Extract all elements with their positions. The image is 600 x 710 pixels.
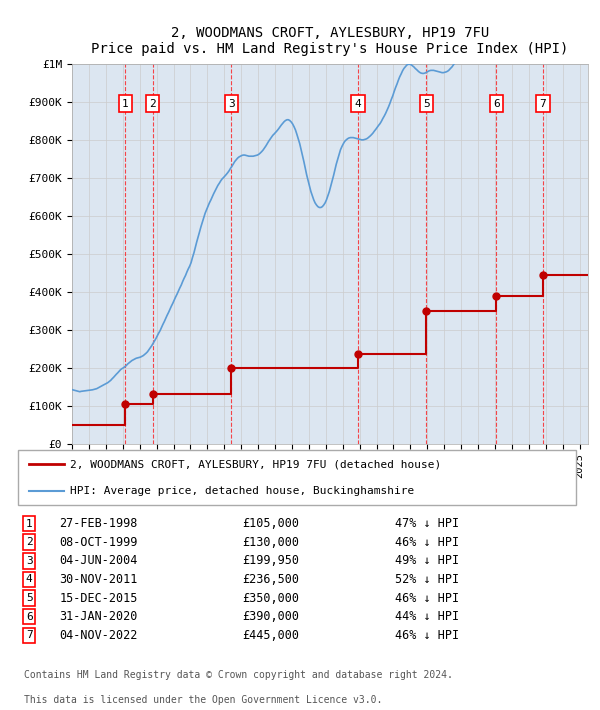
Text: 31-JAN-2020: 31-JAN-2020 xyxy=(59,610,137,623)
Text: 49% ↓ HPI: 49% ↓ HPI xyxy=(395,555,459,567)
Text: 3: 3 xyxy=(26,556,32,566)
Text: 1: 1 xyxy=(26,518,32,528)
Text: 15-DEC-2015: 15-DEC-2015 xyxy=(59,591,137,604)
FancyBboxPatch shape xyxy=(18,450,577,505)
Text: £130,000: £130,000 xyxy=(242,535,300,549)
Text: 2: 2 xyxy=(149,99,156,109)
Text: £105,000: £105,000 xyxy=(242,517,300,530)
Text: £445,000: £445,000 xyxy=(242,629,300,642)
Text: HPI: Average price, detached house, Buckinghamshire: HPI: Average price, detached house, Buck… xyxy=(70,486,414,496)
Text: 3: 3 xyxy=(228,99,235,109)
Text: 46% ↓ HPI: 46% ↓ HPI xyxy=(395,591,459,604)
Text: 08-OCT-1999: 08-OCT-1999 xyxy=(59,535,137,549)
Text: £350,000: £350,000 xyxy=(242,591,300,604)
Text: £236,500: £236,500 xyxy=(242,573,300,586)
Text: 04-NOV-2022: 04-NOV-2022 xyxy=(59,629,137,642)
Text: 52% ↓ HPI: 52% ↓ HPI xyxy=(395,573,459,586)
Text: 6: 6 xyxy=(26,612,32,622)
Text: 5: 5 xyxy=(26,593,32,603)
Text: 27-FEB-1998: 27-FEB-1998 xyxy=(59,517,137,530)
Text: 7: 7 xyxy=(26,630,32,640)
Text: 30-NOV-2011: 30-NOV-2011 xyxy=(59,573,137,586)
Title: 2, WOODMANS CROFT, AYLESBURY, HP19 7FU
Price paid vs. HM Land Registry's House P: 2, WOODMANS CROFT, AYLESBURY, HP19 7FU P… xyxy=(91,26,569,56)
Text: £199,950: £199,950 xyxy=(242,555,300,567)
Text: 46% ↓ HPI: 46% ↓ HPI xyxy=(395,535,459,549)
Text: 2, WOODMANS CROFT, AYLESBURY, HP19 7FU (detached house): 2, WOODMANS CROFT, AYLESBURY, HP19 7FU (… xyxy=(70,459,441,469)
Text: 6: 6 xyxy=(493,99,500,109)
Text: 7: 7 xyxy=(539,99,547,109)
Text: 44% ↓ HPI: 44% ↓ HPI xyxy=(395,610,459,623)
Text: 4: 4 xyxy=(26,574,32,584)
Text: 5: 5 xyxy=(423,99,430,109)
Text: 47% ↓ HPI: 47% ↓ HPI xyxy=(395,517,459,530)
Text: 2: 2 xyxy=(26,537,32,547)
Text: Contains HM Land Registry data © Crown copyright and database right 2024.: Contains HM Land Registry data © Crown c… xyxy=(23,670,452,680)
Text: 1: 1 xyxy=(122,99,129,109)
Text: This data is licensed under the Open Government Licence v3.0.: This data is licensed under the Open Gov… xyxy=(23,695,382,705)
Text: 4: 4 xyxy=(355,99,361,109)
Text: 46% ↓ HPI: 46% ↓ HPI xyxy=(395,629,459,642)
Text: £390,000: £390,000 xyxy=(242,610,300,623)
Text: 04-JUN-2004: 04-JUN-2004 xyxy=(59,555,137,567)
